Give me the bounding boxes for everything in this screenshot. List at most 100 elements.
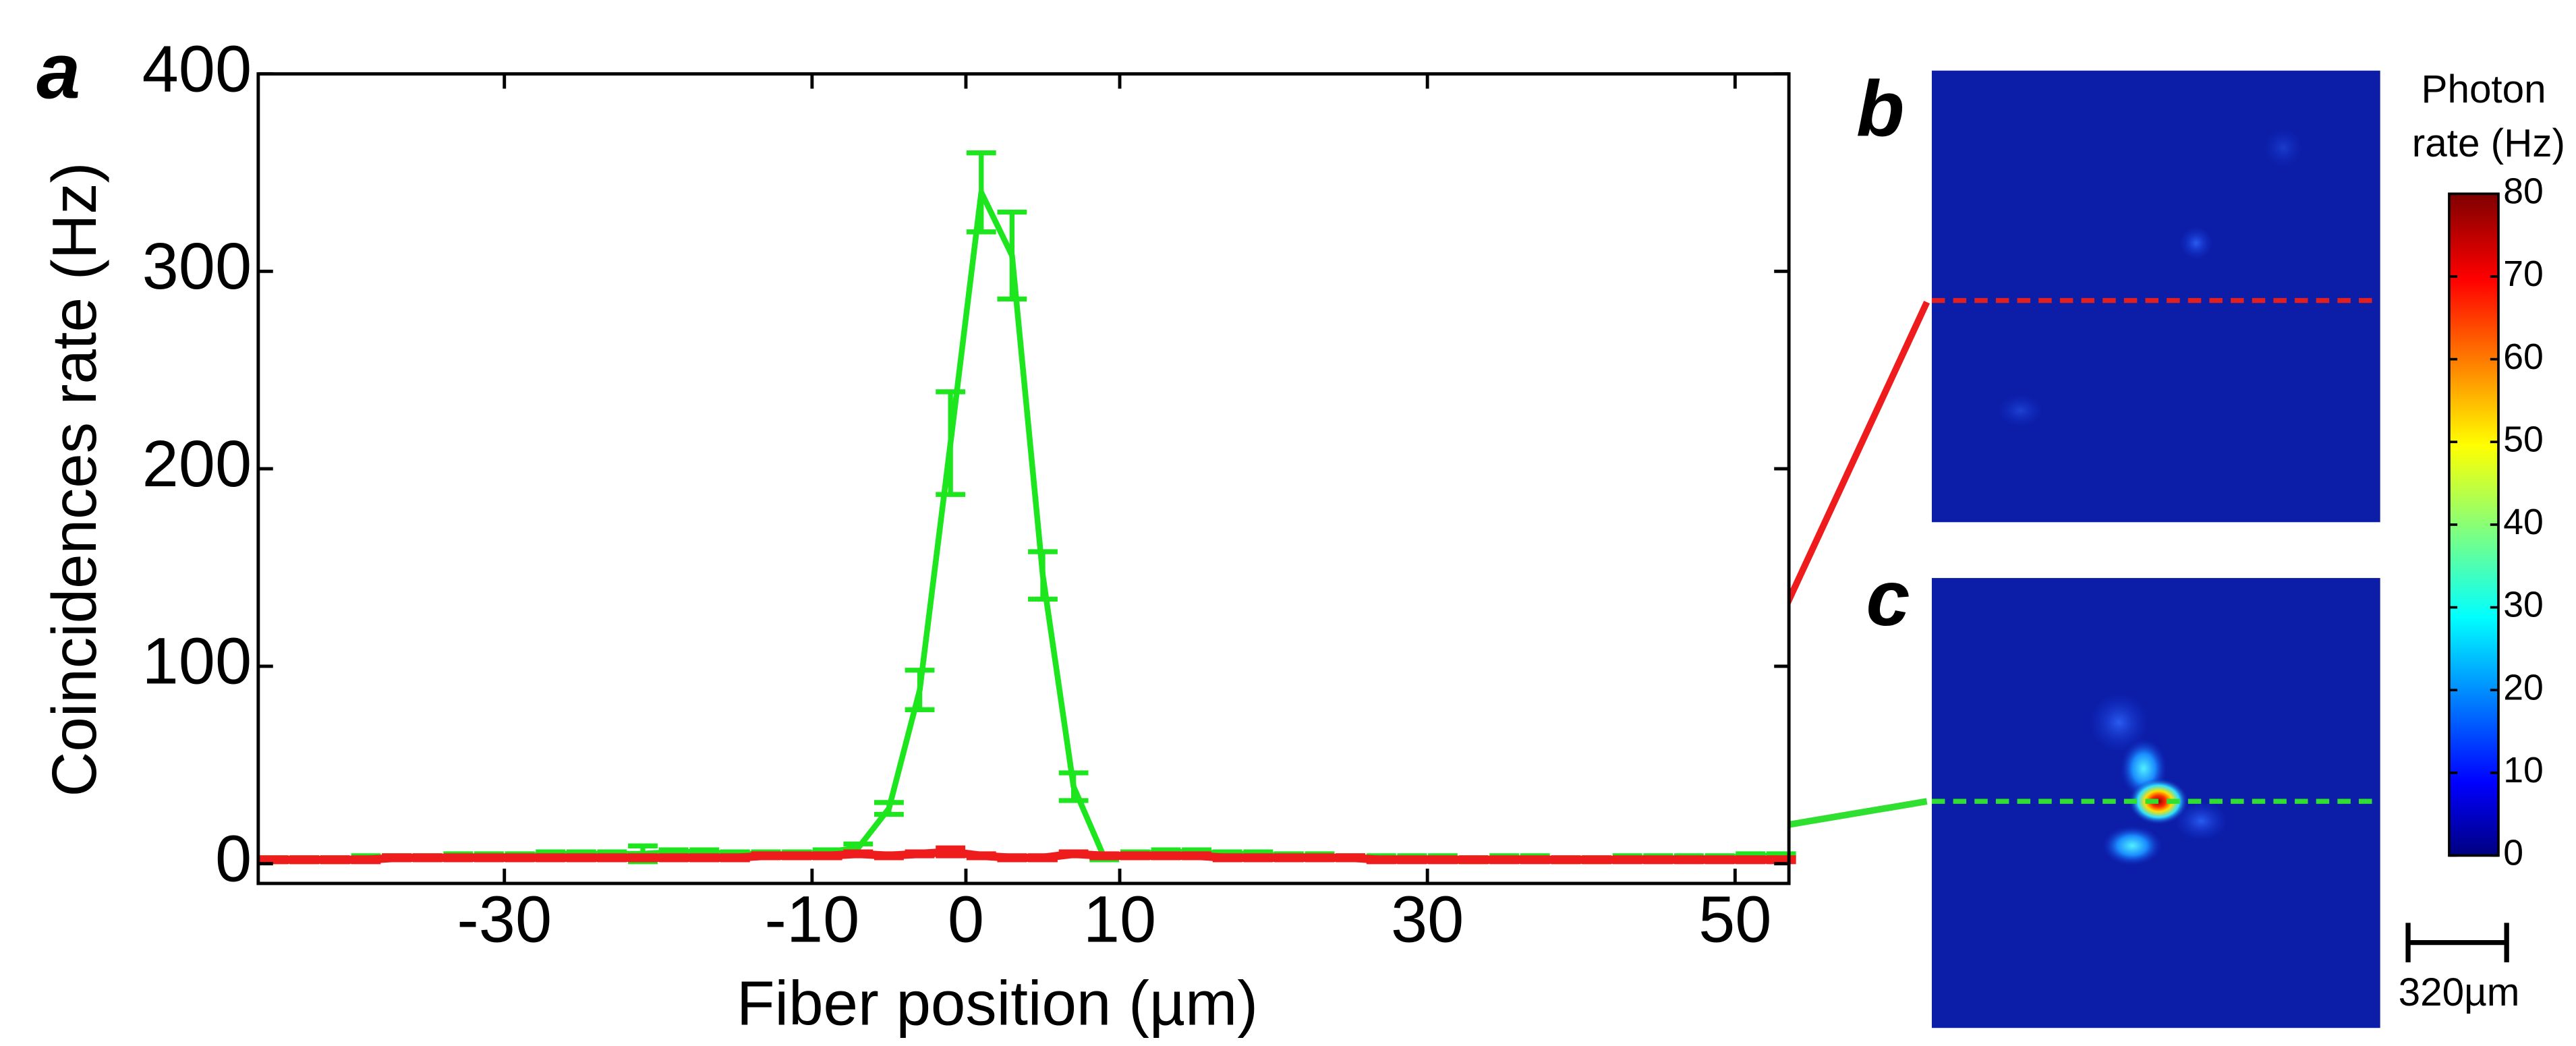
speckle <box>2175 801 2228 841</box>
error-bar <box>289 855 320 865</box>
error-bar <box>874 800 904 817</box>
error-bar <box>597 853 627 863</box>
error-bar <box>1582 855 1611 865</box>
error-bar <box>1551 855 1581 865</box>
error-bar <box>874 851 904 861</box>
error-bar <box>936 389 966 497</box>
error-bar <box>1182 851 1211 861</box>
speckle <box>2089 693 2149 753</box>
colorbar-tick-label: 60 <box>2503 337 2544 377</box>
x-tick-label: -10 <box>765 883 860 956</box>
x-axis-label: Fiber position (µm) <box>737 968 1258 1038</box>
panel-label: c <box>1866 554 1910 642</box>
plot-area <box>258 74 1790 883</box>
error-bar <box>1212 853 1242 863</box>
error-bar <box>1489 855 1520 865</box>
error-bar <box>966 851 996 861</box>
error-bar <box>936 845 966 859</box>
error-bar <box>1243 853 1273 863</box>
y-tick-label: 0 <box>215 821 252 895</box>
error-bar <box>1520 855 1550 865</box>
error-bar <box>351 855 381 865</box>
colorbar-title: rate (Hz) <box>2412 121 2565 165</box>
error-bar <box>966 150 996 235</box>
error-bar <box>997 853 1027 863</box>
x-tick-label: -30 <box>457 883 552 956</box>
speckle <box>2179 227 2213 260</box>
error-bar <box>689 847 720 856</box>
y-axis-label: Coincidences rate (Hz) <box>39 163 109 797</box>
error-bar <box>812 851 842 861</box>
plot-frame <box>256 72 1791 885</box>
error-bar <box>1705 855 1735 865</box>
x-tick-label: 50 <box>1698 883 1771 956</box>
image-b <box>1931 70 2380 523</box>
error-bar <box>905 849 935 859</box>
error-bar <box>1336 853 1366 863</box>
error-bar <box>1397 855 1427 865</box>
y-tick-label: 400 <box>142 32 252 105</box>
error-bar <box>1151 851 1181 861</box>
error-bar <box>320 855 350 865</box>
error-bar <box>720 853 750 863</box>
error-bar <box>1028 853 1058 863</box>
image-background <box>1931 70 2380 523</box>
x-tick-label: 30 <box>1391 883 1464 956</box>
colorbar-tick-label: 40 <box>2503 502 2544 542</box>
colorbar-tick-label: 10 <box>2503 751 2544 790</box>
speckle <box>2263 127 2303 168</box>
error-bar <box>1428 855 1458 865</box>
colorbar-title: Photon <box>2421 67 2546 111</box>
error-bar <box>658 853 689 863</box>
panel-label: a <box>36 26 80 115</box>
x-tick-label: 0 <box>948 883 984 956</box>
scale-bar: 320µm <box>2399 923 2520 1014</box>
error-bar <box>905 668 935 712</box>
colorbar-tick-label: 70 <box>2503 254 2544 294</box>
y-tick-label: 100 <box>142 624 252 698</box>
error-bar <box>536 853 566 863</box>
error-bar <box>443 853 474 863</box>
colorbar-tick-label: 20 <box>2503 668 2544 707</box>
error-bar <box>1058 849 1089 859</box>
error-bar <box>751 851 781 861</box>
error-bar <box>1643 855 1673 865</box>
error-bar <box>782 851 812 861</box>
error-bar <box>1673 855 1704 865</box>
error-bar <box>1305 853 1335 863</box>
error-bar <box>1273 853 1304 863</box>
error-bar <box>628 853 658 863</box>
speckle <box>2102 825 2162 866</box>
speckle <box>1997 394 2044 428</box>
error-bar <box>997 209 1027 301</box>
image-c <box>1931 578 2380 1028</box>
error-bar <box>412 853 442 863</box>
y-tick-label: 200 <box>142 427 252 500</box>
plot-a: -30 -10 0 10 30 50 0 100 200 300 400 <box>142 32 1796 956</box>
error-bar <box>1120 851 1150 861</box>
colorbar-tick-label: 80 <box>2503 171 2544 211</box>
error-bar <box>1366 855 1396 865</box>
error-bar <box>1458 855 1489 865</box>
error-bar <box>843 849 874 859</box>
error-bar <box>474 853 504 863</box>
error-bar <box>658 847 689 856</box>
scale-bar-label: 320µm <box>2399 970 2520 1014</box>
error-bar <box>1736 855 1766 865</box>
error-bar <box>1058 770 1089 803</box>
error-bar <box>1766 855 1796 865</box>
colorbar-tick-label: 30 <box>2503 585 2544 625</box>
error-bar <box>1089 851 1120 861</box>
panel-label: b <box>1856 64 1904 152</box>
error-bar <box>566 853 596 863</box>
error-bar <box>1612 855 1642 865</box>
colorbar-tick-label: 0 <box>2503 834 2523 873</box>
error-bar <box>258 855 289 865</box>
error-bar <box>382 853 412 863</box>
error-bar <box>1028 549 1058 602</box>
x-tick-label: 10 <box>1083 883 1156 956</box>
colorbar-tick-label: 50 <box>2503 419 2544 459</box>
error-bar <box>505 853 535 863</box>
